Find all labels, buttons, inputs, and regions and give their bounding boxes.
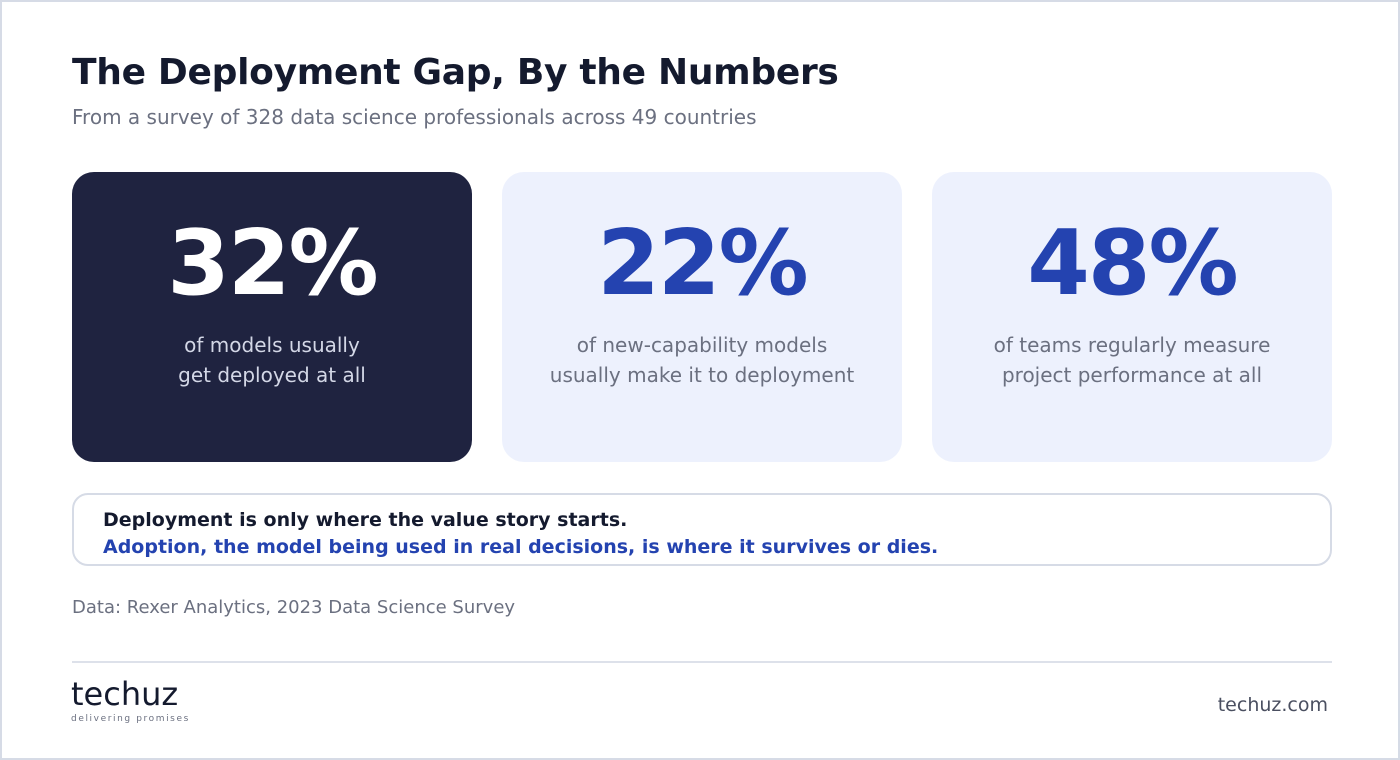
callout-headline: Deployment is only where the value story… [103,509,628,531]
key-takeaway-callout: Deployment is only where the value story… [72,493,1332,566]
stat-value: 22% [597,211,808,316]
stat-description: of models usually get deployed at all [92,330,452,390]
stat-description-line: get deployed at all [178,363,366,387]
stat-description-line: usually make it to deployment [549,363,855,387]
stat-description-line: of models usually [184,333,360,357]
stat-card-teams-measure: 48% of teams regularly measure project p… [932,172,1332,462]
logo-wordmark: techuz [71,675,179,713]
techuz-logo: techuz delivering promises [71,674,201,726]
logo-tagline: delivering promises [71,714,190,724]
stat-value: 32% [167,211,378,316]
stat-value: 48% [1027,211,1238,316]
callout-emphasis: Adoption, the model being used in real d… [103,536,939,558]
stat-card-models-deployed: 32% of models usually get deployed at al… [72,172,472,462]
stat-description: of new-capability models usually make it… [522,330,882,390]
website-link[interactable]: techuz.com [1217,694,1328,716]
stat-description: of teams regularly measure project perfo… [952,330,1312,390]
stat-description-line: project performance at all [1001,363,1263,387]
data-source-note: Data: Rexer Analytics, 2023 Data Science… [72,597,516,618]
stat-description-line: of teams regularly measure [993,333,1271,357]
footer-divider [72,661,1332,663]
page-subtitle: From a survey of 328 data science profes… [72,105,757,129]
page-title: The Deployment Gap, By the Numbers [72,52,839,93]
stat-description-line: of new-capability models [576,333,828,357]
stat-card-new-capability-models: 22% of new-capability models usually mak… [502,172,902,462]
